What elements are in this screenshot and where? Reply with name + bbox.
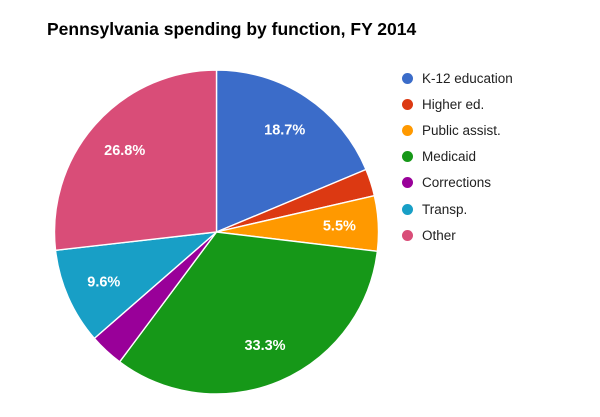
- slice-value-label: 33.3%: [244, 338, 285, 354]
- slice-value-label: 5.5%: [323, 218, 356, 234]
- legend-color-dot: [402, 203, 413, 215]
- legend-item-public-assist[interactable]: Public assist.: [402, 117, 513, 143]
- legend-item-k-12-education[interactable]: K-12 education: [402, 65, 513, 91]
- legend-label: Other: [422, 227, 456, 243]
- slice-value-label: 18.7%: [264, 123, 305, 139]
- legend-item-transp[interactable]: Transp.: [402, 196, 513, 222]
- legend-label: Corrections: [422, 175, 492, 191]
- legend: K-12 education Higher ed. Public assist. Me…: [402, 65, 513, 248]
- pie-slice-other[interactable]: [53, 69, 218, 251]
- chart-title: Pennsylvania spending by function, FY 20…: [47, 19, 417, 39]
- legend-item-corrections[interactable]: Corrections: [402, 170, 513, 196]
- legend-label: Public assist.: [422, 122, 501, 138]
- legend-color-dot: [402, 124, 413, 136]
- legend-item-medicaid[interactable]: Medicaid: [402, 144, 513, 170]
- legend-item-other[interactable]: Other: [402, 222, 513, 248]
- legend-color-dot: [402, 177, 413, 189]
- slice-value-label: 9.6%: [87, 275, 120, 291]
- legend-color-dot: [402, 98, 413, 110]
- legend-item-higher-ed[interactable]: Higher ed.: [402, 91, 513, 117]
- pie-slice-medicaid[interactable]: [118, 231, 379, 395]
- legend-color-dot: [402, 229, 413, 241]
- pie-slice-transp[interactable]: [54, 231, 218, 340]
- legend-label: K-12 education: [422, 70, 513, 86]
- pie-slice-k-12-education[interactable]: [215, 69, 367, 233]
- legend-label: Transp.: [422, 201, 468, 217]
- slice-value-label: 26.8%: [104, 143, 145, 159]
- legend-label: Higher ed.: [422, 96, 485, 112]
- legend-color-dot: [402, 72, 413, 84]
- legend-color-dot: [402, 151, 413, 163]
- legend-label: Medicaid: [422, 149, 477, 165]
